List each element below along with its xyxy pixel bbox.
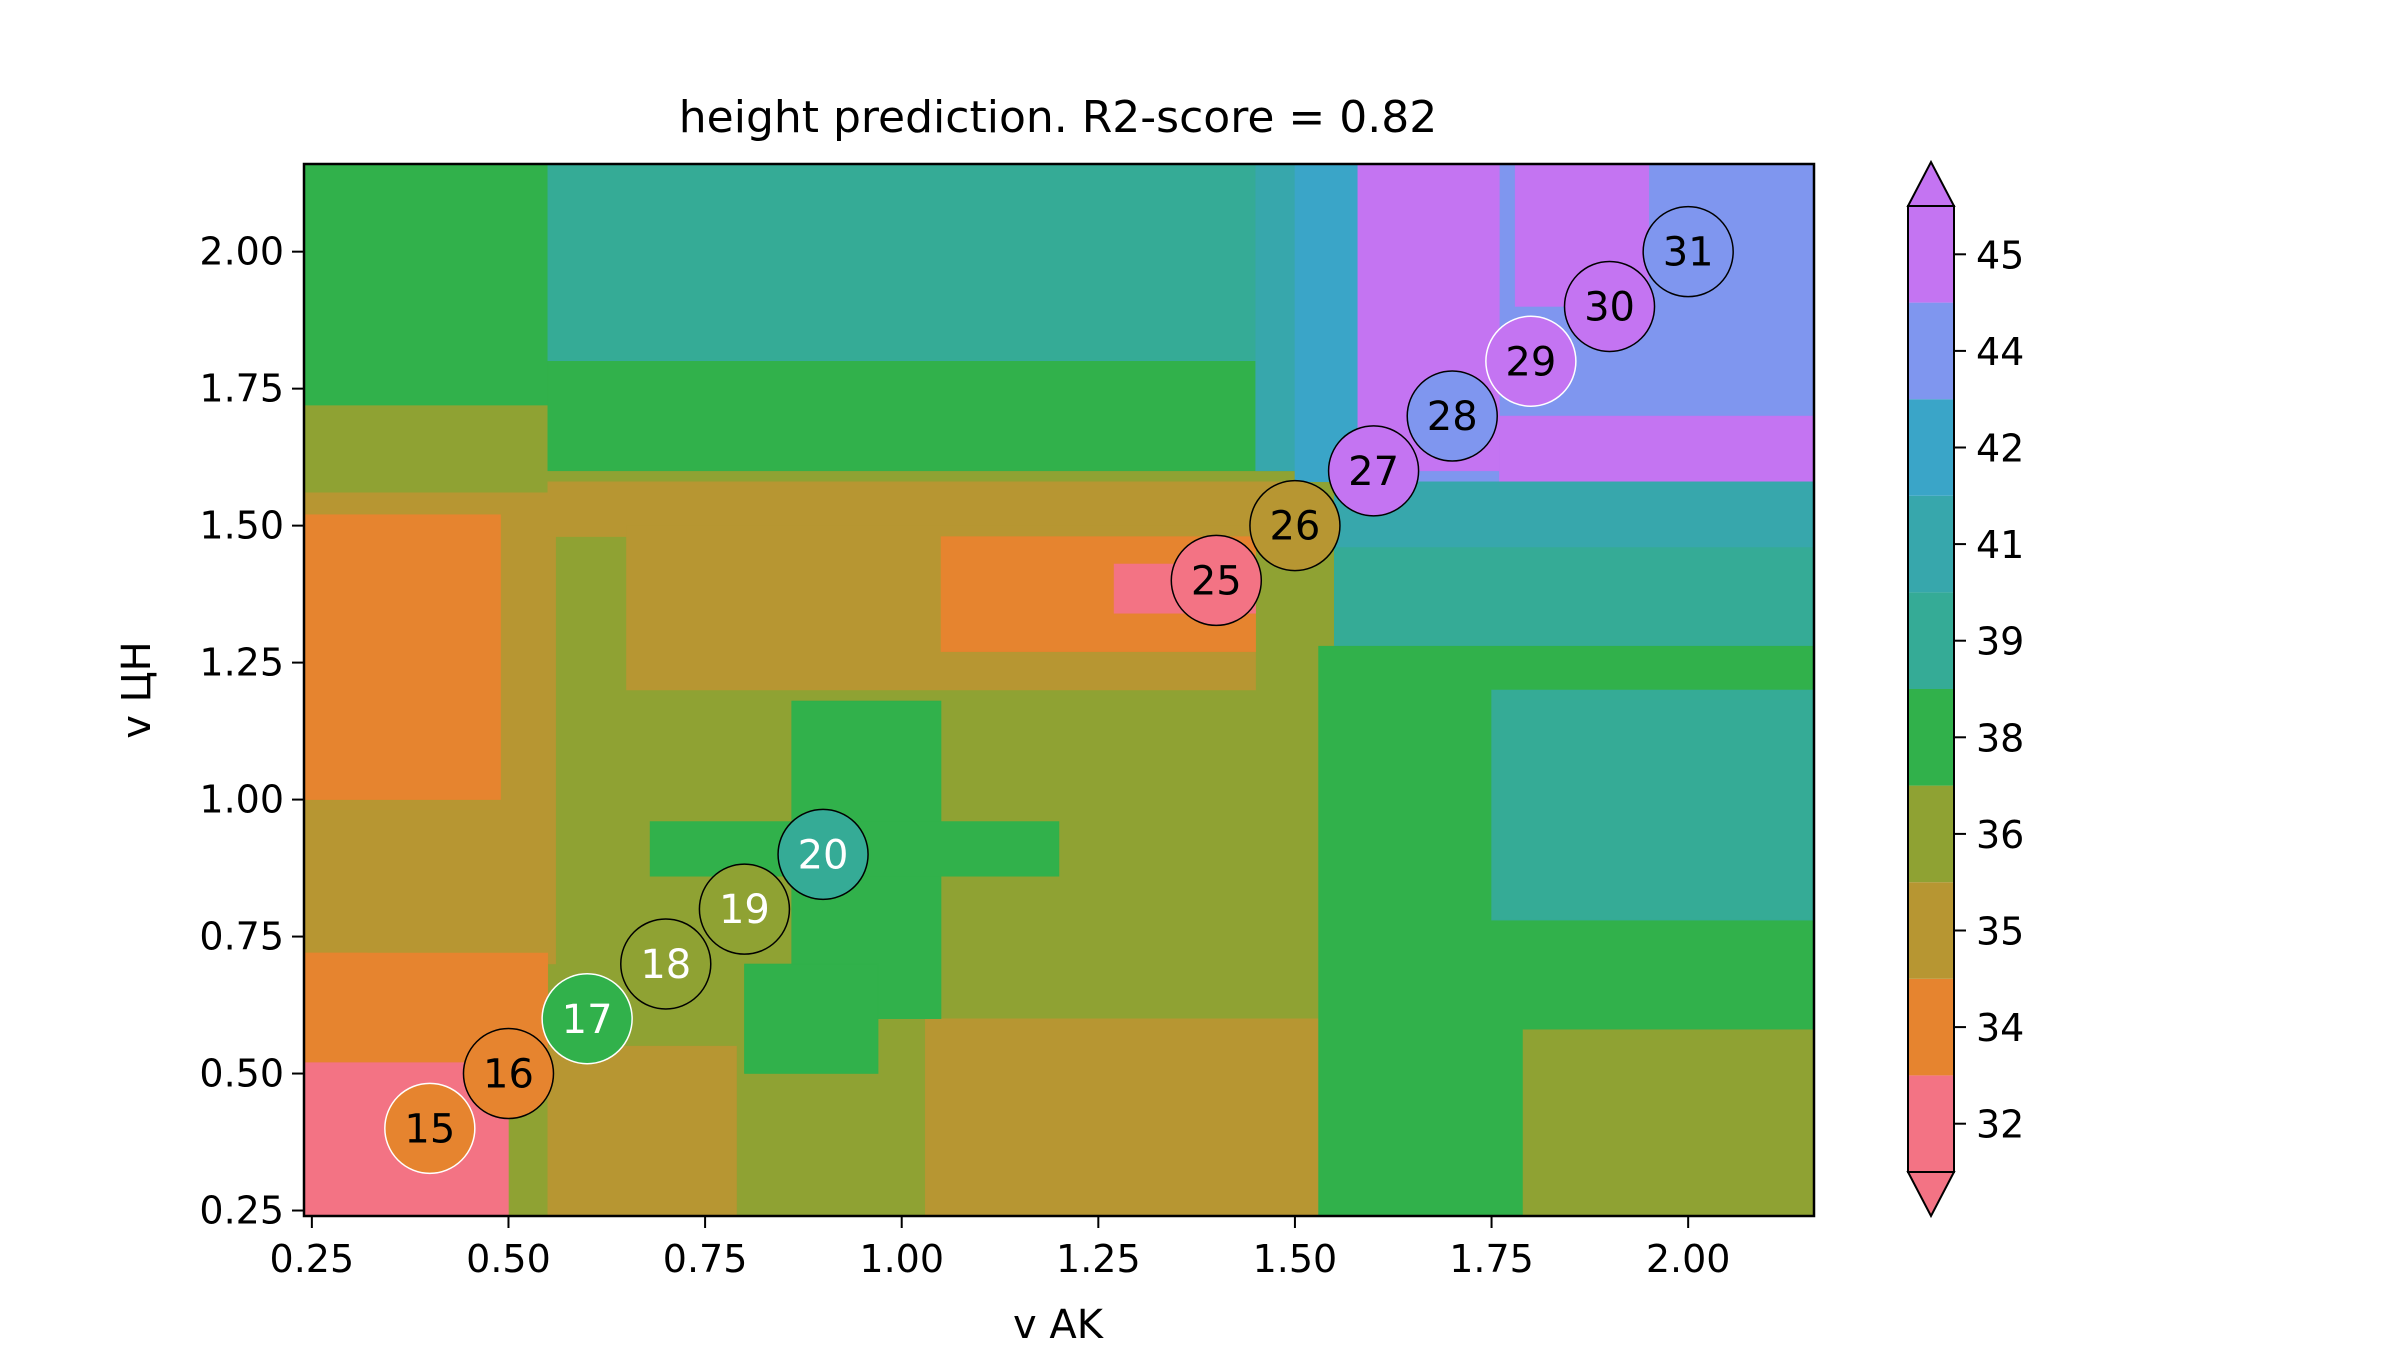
x-tick-label: 2.00	[1646, 1237, 1731, 1281]
y-tick-label: 1.25	[199, 641, 284, 685]
colorbar-segment	[1908, 689, 1954, 786]
colorbar-tick-label: 39	[1976, 620, 2024, 664]
plot-frame	[302, 162, 1816, 1218]
colorbar-segment	[1908, 978, 1954, 1076]
x-tick-label: 0.75	[663, 1237, 748, 1281]
point-label: 16	[483, 1052, 534, 1098]
colorbar-tick-label: 38	[1976, 716, 2024, 760]
heatmap-region-16	[1294, 163, 1359, 483]
colorbar-tick-label: 41	[1976, 523, 2024, 567]
colorbar-tick-label: 34	[1976, 1006, 2024, 1050]
x-tick-label: 1.75	[1449, 1237, 1534, 1281]
heatmap-region-8	[303, 163, 549, 406]
point-label: 31	[1663, 230, 1714, 276]
point-label: 30	[1584, 284, 1635, 330]
point-label: 27	[1348, 449, 1399, 495]
colorbar-tick-label: 36	[1976, 813, 2024, 857]
point-label: 26	[1269, 504, 1320, 550]
colorbar-tick-label: 42	[1976, 427, 2024, 471]
colorbar-segment	[1908, 785, 1954, 883]
x-tick-label: 1.00	[859, 1237, 944, 1281]
x-tick-label: 1.50	[1253, 1237, 1338, 1281]
colorbar-tick-label: 45	[1976, 233, 2024, 277]
point-label: 15	[404, 1106, 455, 1152]
point-marker	[1642, 205, 1734, 298]
heatmap-region-6	[547, 1045, 737, 1217]
colorbar-extend-max	[1906, 159, 1956, 207]
point-label: 28	[1427, 394, 1478, 440]
colorbar: 32 34 35 36 38 39 41 42 44 45	[1906, 159, 2024, 1219]
y-tick-label: 0.50	[199, 1052, 284, 1096]
heatmap-region-9	[547, 163, 1256, 362]
point-marker	[462, 1027, 555, 1120]
heatmap-region-28	[744, 963, 879, 1074]
point-marker	[1170, 534, 1263, 627]
colorbar-segment	[1908, 399, 1954, 496]
colorbar-segment	[1908, 302, 1954, 400]
point-marker	[777, 808, 869, 901]
colorbar-tick-label: 44	[1976, 330, 2024, 374]
point-marker	[1563, 260, 1656, 353]
point-marker	[698, 863, 791, 955]
colorbar-segment	[1908, 1075, 1954, 1172]
x-tick-label: 0.25	[270, 1237, 355, 1281]
point-label: 25	[1191, 558, 1242, 604]
point-marker	[541, 973, 633, 1065]
point-marker	[1249, 479, 1341, 572]
y-tick-label: 1.75	[199, 367, 284, 411]
heatmap-region-21	[1334, 481, 1815, 548]
y-tick-label: 1.00	[199, 778, 284, 822]
heatmap-region-19	[1499, 415, 1815, 483]
point-marker	[1327, 425, 1420, 517]
x-axis-label: v AK	[1013, 1302, 1105, 1348]
x-tick-label: 0.50	[466, 1237, 551, 1281]
y-axis-ticks: 0.25 0.50 0.75 1.00 1.25 1.50 1.75 2.00	[199, 230, 304, 1233]
y-tick-label: 1.50	[199, 504, 284, 548]
heatmap-region-25	[1522, 1029, 1815, 1217]
data-points: 15 16 17 18 19 20 25 26 27 28 29 30 31	[384, 205, 1734, 1175]
heatmap-region-22	[1334, 547, 1815, 647]
heatmap-region-7	[925, 1018, 1327, 1217]
heatmap-region-4	[303, 514, 501, 800]
heatmap-region-10	[547, 361, 1296, 472]
x-tick-label: 1.25	[1056, 1237, 1141, 1281]
colorbar-segment	[1908, 592, 1954, 689]
point-label: 17	[562, 997, 613, 1043]
point-label: 20	[798, 832, 849, 878]
y-tick-label: 0.25	[199, 1189, 284, 1233]
point-marker	[1406, 370, 1498, 462]
y-tick-label: 2.00	[199, 230, 284, 274]
heatmap-region-24	[1491, 689, 1815, 921]
point-label: 18	[640, 942, 691, 988]
colorbar-segment	[1908, 206, 1954, 303]
point-marker	[620, 918, 712, 1010]
colorbar-extend-min	[1906, 1171, 1956, 1219]
colorbar-segment	[1908, 495, 1954, 593]
point-marker	[384, 1082, 476, 1175]
colorbar-segment	[1908, 882, 1954, 979]
point-label: 29	[1505, 339, 1556, 385]
point-marker	[1485, 315, 1577, 407]
x-axis-ticks: 0.25 0.50 0.75 1.00 1.25 1.50 1.75 2.00	[270, 1216, 1731, 1281]
colorbar-tick-label: 35	[1976, 910, 2024, 954]
colorbar-tick-label: 32	[1976, 1103, 2024, 1147]
chart-title: height prediction. R2-score = 0.82	[679, 92, 1437, 143]
colorbar-frame	[1907, 205, 1955, 1173]
point-label: 19	[719, 887, 770, 933]
y-axis-label: v ЦН	[114, 641, 160, 739]
y-tick-label: 0.75	[199, 915, 284, 959]
